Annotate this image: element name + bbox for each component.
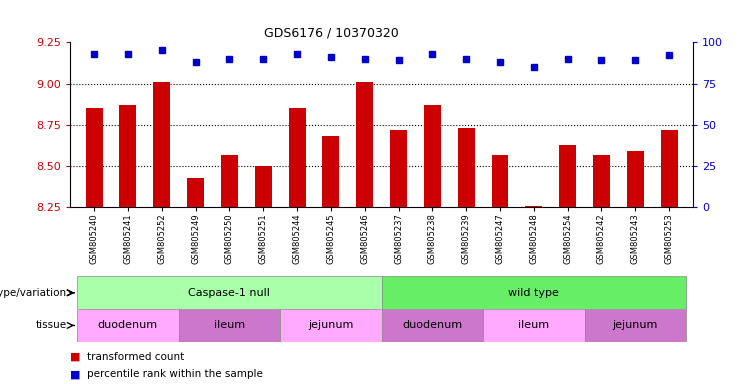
Text: ■: ■ [70,369,81,379]
Text: genotype/variation: genotype/variation [0,288,67,298]
Text: Caspase-1 null: Caspase-1 null [188,288,270,298]
Text: ileum: ileum [214,320,245,331]
Text: jejunum: jejunum [613,320,658,331]
Text: tissue: tissue [36,320,67,331]
Text: ■: ■ [70,352,81,362]
Bar [525,206,542,207]
Text: transformed count: transformed count [87,352,184,362]
Bar [627,151,644,207]
Text: percentile rank within the sample: percentile rank within the sample [87,369,262,379]
Bar [187,178,204,207]
Bar [491,154,508,207]
Bar [86,108,102,207]
Text: duodenum: duodenum [98,320,158,331]
Bar [356,82,373,207]
Bar [458,128,475,207]
Bar [288,108,305,207]
Bar [179,309,280,342]
Bar [119,105,136,207]
Bar [153,82,170,207]
Text: ileum: ileum [518,320,549,331]
Bar [255,166,272,207]
Bar [559,145,576,207]
Bar [382,276,686,309]
Bar [77,276,382,309]
Bar [661,130,677,207]
Bar [322,136,339,207]
Text: jejunum: jejunum [308,320,353,331]
Bar [77,309,179,342]
Bar [390,130,407,207]
Bar [221,154,238,207]
Bar [424,105,441,207]
Text: wild type: wild type [508,288,559,298]
Bar [593,154,610,207]
Bar [280,309,382,342]
Bar [585,309,686,342]
Text: duodenum: duodenum [402,320,462,331]
Bar [382,309,483,342]
Title: GDS6176 / 10370320: GDS6176 / 10370320 [265,26,399,40]
Bar [483,309,585,342]
